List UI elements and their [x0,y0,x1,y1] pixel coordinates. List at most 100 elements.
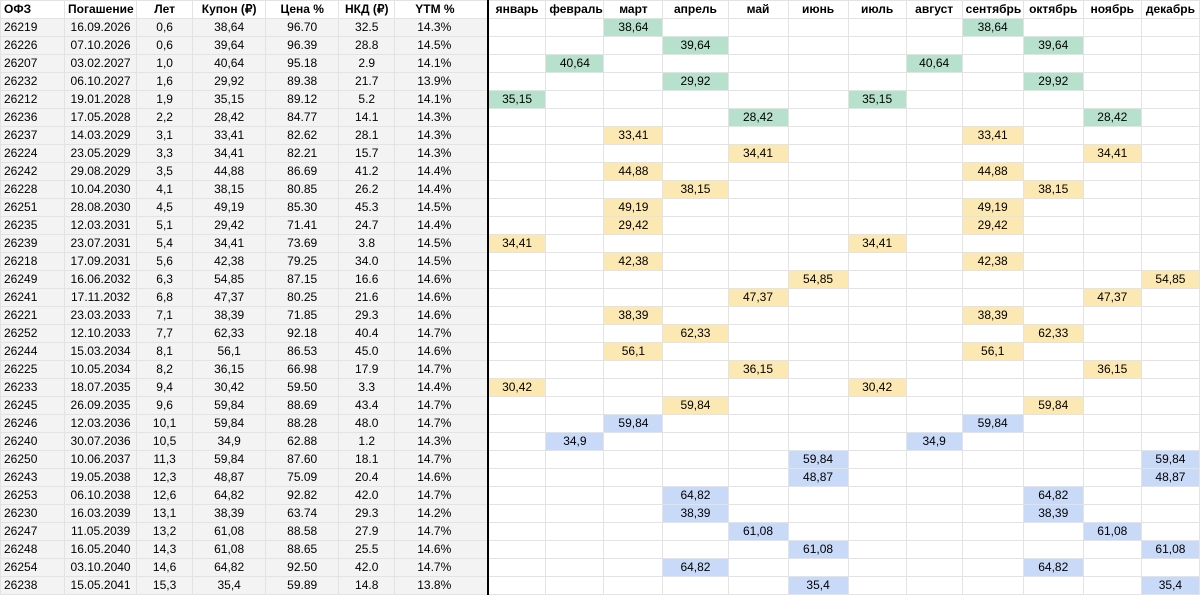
empty-month-cell[interactable] [961,450,1024,469]
ytm-cell[interactable]: 14.6% [394,540,489,559]
empty-month-cell[interactable] [787,396,849,415]
empty-month-cell[interactable] [727,162,789,181]
empty-month-cell[interactable] [961,378,1024,397]
empty-month-cell[interactable] [847,108,907,127]
price-cell[interactable]: 84.77 [265,108,340,127]
nkd-cell[interactable]: 43.4 [338,396,396,415]
nkd-cell[interactable]: 42.0 [338,558,396,577]
ofz-cell[interactable]: 26251 [0,198,66,217]
ytm-cell[interactable]: 14.3% [394,432,489,451]
payment-cell[interactable]: 49,19 [603,198,664,217]
month-header-12[interactable]: декабрь [1140,0,1200,19]
empty-month-cell[interactable] [1140,558,1200,577]
empty-month-cell[interactable] [545,342,605,361]
empty-month-cell[interactable] [905,180,963,199]
empty-month-cell[interactable] [487,450,547,469]
ytm-cell[interactable]: 14.6% [394,342,489,361]
payment-cell[interactable]: 64,82 [662,486,729,505]
maturity-cell[interactable]: 28.08.2030 [64,198,138,217]
empty-month-cell[interactable] [545,198,605,217]
nkd-cell[interactable]: 5.2 [338,90,396,109]
years-cell[interactable]: 10,5 [136,432,194,451]
empty-month-cell[interactable] [1022,126,1084,145]
payment-cell[interactable]: 29,42 [603,216,664,235]
ytm-cell[interactable]: 14.6% [394,288,489,307]
payment-cell[interactable]: 62,33 [662,324,729,343]
empty-month-cell[interactable] [847,288,907,307]
empty-month-cell[interactable] [603,180,664,199]
payment-cell[interactable]: 59,84 [1022,396,1084,415]
empty-month-cell[interactable] [961,558,1024,577]
ofz-cell[interactable]: 26243 [0,468,66,487]
empty-month-cell[interactable] [545,504,605,523]
empty-month-cell[interactable] [662,198,729,217]
ytm-cell[interactable]: 14.4% [394,180,489,199]
empty-month-cell[interactable] [961,90,1024,109]
coupon-cell[interactable]: 59,84 [192,396,267,415]
empty-month-cell[interactable] [487,180,547,199]
ofz-cell[interactable]: 26232 [0,72,66,91]
empty-month-cell[interactable] [487,54,547,73]
empty-month-cell[interactable] [1082,162,1142,181]
coupon-cell[interactable]: 39,64 [192,36,267,55]
nkd-cell[interactable]: 3.8 [338,234,396,253]
empty-month-cell[interactable] [787,126,849,145]
empty-month-cell[interactable] [905,396,963,415]
empty-month-cell[interactable] [727,342,789,361]
coupon-cell[interactable]: 34,9 [192,432,267,451]
price-cell[interactable]: 89.12 [265,90,340,109]
payment-cell[interactable]: 49,19 [961,198,1024,217]
years-cell[interactable]: 12,6 [136,486,194,505]
empty-month-cell[interactable] [905,216,963,235]
empty-month-cell[interactable] [1022,198,1084,217]
payment-cell[interactable]: 48,87 [1140,468,1200,487]
empty-month-cell[interactable] [961,504,1024,523]
empty-month-cell[interactable] [961,36,1024,55]
empty-month-cell[interactable] [847,504,907,523]
col-header-maturity[interactable]: Погашение [64,0,138,19]
years-cell[interactable]: 9,6 [136,396,194,415]
payment-cell[interactable]: 33,41 [603,126,664,145]
years-cell[interactable]: 2,2 [136,108,194,127]
empty-month-cell[interactable] [545,450,605,469]
empty-month-cell[interactable] [847,396,907,415]
price-cell[interactable]: 96.70 [265,18,340,37]
empty-month-cell[interactable] [1082,18,1142,37]
years-cell[interactable]: 13,2 [136,522,194,541]
empty-month-cell[interactable] [603,468,664,487]
price-cell[interactable]: 92.82 [265,486,340,505]
price-cell[interactable]: 92.18 [265,324,340,343]
years-cell[interactable]: 3,5 [136,162,194,181]
price-cell[interactable]: 59.89 [265,576,340,595]
maturity-cell[interactable]: 06.10.2027 [64,72,138,91]
empty-month-cell[interactable] [1022,234,1084,253]
price-cell[interactable]: 66.98 [265,360,340,379]
coupon-cell[interactable]: 29,42 [192,216,267,235]
empty-month-cell[interactable] [1082,504,1142,523]
price-cell[interactable]: 88.69 [265,396,340,415]
coupon-cell[interactable]: 59,84 [192,414,267,433]
empty-month-cell[interactable] [1082,54,1142,73]
empty-month-cell[interactable] [545,108,605,127]
ytm-cell[interactable]: 14.4% [394,162,489,181]
empty-month-cell[interactable] [1022,216,1084,235]
ytm-cell[interactable]: 14.6% [394,270,489,289]
empty-month-cell[interactable] [727,270,789,289]
empty-month-cell[interactable] [487,252,547,271]
empty-month-cell[interactable] [905,468,963,487]
empty-month-cell[interactable] [961,144,1024,163]
coupon-cell[interactable]: 35,15 [192,90,267,109]
years-cell[interactable]: 3,1 [136,126,194,145]
payment-cell[interactable]: 35,4 [1140,576,1200,595]
empty-month-cell[interactable] [787,108,849,127]
payment-cell[interactable]: 44,88 [961,162,1024,181]
empty-month-cell[interactable] [905,486,963,505]
empty-month-cell[interactable] [545,144,605,163]
ytm-cell[interactable]: 14.3% [394,126,489,145]
empty-month-cell[interactable] [1022,90,1084,109]
empty-month-cell[interactable] [1082,432,1142,451]
empty-month-cell[interactable] [787,432,849,451]
ytm-cell[interactable]: 14.6% [394,468,489,487]
empty-month-cell[interactable] [603,396,664,415]
payment-cell[interactable]: 28,42 [1082,108,1142,127]
